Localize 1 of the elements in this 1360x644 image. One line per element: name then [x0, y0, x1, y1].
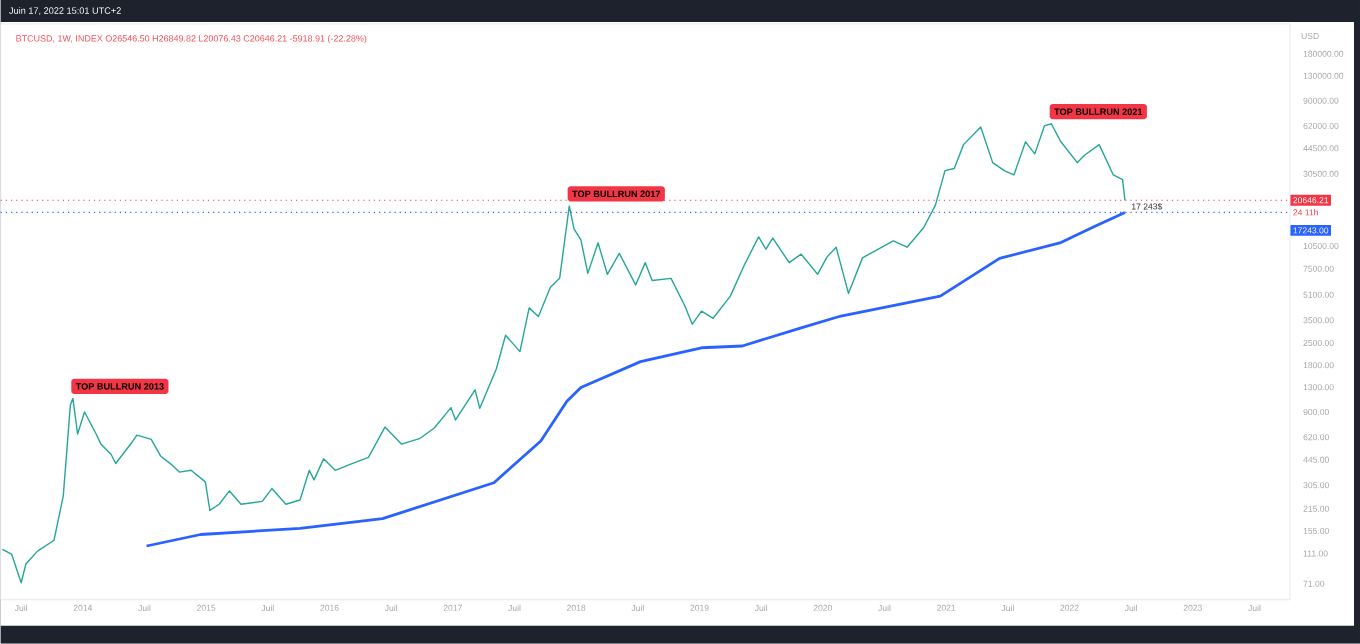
line-series [1, 123, 1126, 584]
